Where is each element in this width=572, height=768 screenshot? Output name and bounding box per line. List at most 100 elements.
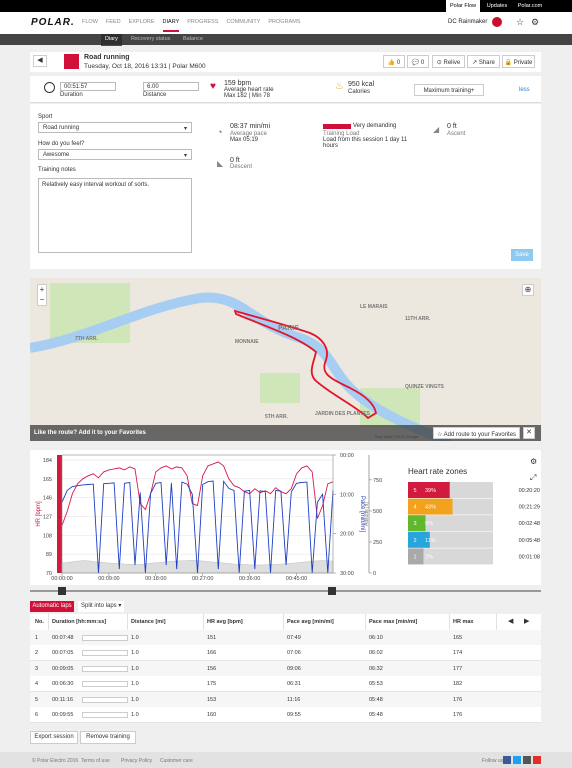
distance-input[interactable]: 6.00 [143,82,199,91]
action-button[interactable]: ⊙ Relive [432,55,465,68]
map[interactable]: PARIS LE MARAIS 11TH ARR. 7TH ARR. MONNAIE 5T… [30,278,541,441]
tab-active[interactable]: Automatic laps [30,601,74,612]
training-benefit-button[interactable]: Maximum training+ [414,84,484,96]
add-route-button[interactable]: ☆ Add route to your Favorites [433,427,520,439]
cell: 153 [207,696,217,703]
lap-tabs: Automatic laps Split into laps ▾ [30,601,541,612]
map-label: 7TH ARR. [75,336,98,342]
nav-item[interactable]: PROGRESS [187,19,219,25]
duration-input[interactable]: 00:51:57 [60,82,116,91]
less-link[interactable]: less [519,87,530,93]
cell: 1.0 [131,696,139,703]
avg-hr-label: Average heart rate [224,87,274,93]
youtube-icon[interactable] [533,756,541,764]
tab[interactable]: Split into laps ▾ [78,601,125,612]
expand-icon[interactable]: ⤢ [529,473,536,482]
avatar[interactable] [492,17,502,27]
button[interactable]: Remove training [80,731,136,744]
x-tick-label: 00:45:00 [286,576,307,582]
load-value: Very demanding [353,123,397,129]
zone-number: 1 [413,554,416,560]
cell: 166 [207,650,217,657]
sport-select[interactable]: Road running ▾ [38,122,192,133]
zone-strip [57,455,62,573]
zone-number: 4 [413,505,416,511]
star-icon[interactable]: ☆ [516,17,525,27]
sub-nav-item[interactable]: Balance [183,36,203,42]
next-button[interactable]: ▶ [524,618,530,625]
zoom-control[interactable]: + − [37,284,47,306]
cell: 00:09:55 [52,712,74,718]
save-button[interactable]: Save [511,249,533,261]
nav-item[interactable]: EXPLORE [128,19,155,25]
instagram-icon[interactable] [523,756,531,764]
logo[interactable]: POLAR. [31,17,75,28]
map-canvas[interactable]: PARIS LE MARAIS 11TH ARR. 7TH ARR. MONNAIE 5T… [30,278,541,441]
feel-select[interactable]: Awesome ▾ [38,149,192,160]
cell: 175 [207,681,217,688]
duration-bar [82,681,128,688]
back-button[interactable]: ◀ [33,55,47,67]
settings-icon[interactable]: ⚙ [531,17,540,27]
nav-item[interactable]: PROGRAMS [268,19,301,25]
close-button[interactable]: ✕ [523,427,535,439]
footer-link[interactable]: Terms of use [81,758,110,764]
y-tick-label: 70 [46,571,52,577]
comment-button[interactable]: 💬 0 [407,55,429,68]
zone-time: 00:05:48 [519,538,540,544]
cell: 156 [207,665,217,672]
add-route-text: Add route to your Favorites [443,431,517,438]
y2-tick-label: 10:00 [340,492,354,498]
zone-number: 5 [413,488,416,494]
top-link[interactable]: Polar.com [517,3,543,9]
plot-frame [61,454,334,574]
map-label: MONNAIE [235,339,259,345]
cell: 160 [207,712,217,718]
settings-icon[interactable]: ⚙ [530,457,537,466]
user-name[interactable]: DC Rainmaker [448,19,488,25]
action-button[interactable]: 🔒 Private [502,55,535,68]
sub-nav-item[interactable]: Recovery status [131,36,171,42]
slider-handle[interactable] [328,587,336,595]
y-tick-label: 184 [43,458,52,464]
top-link[interactable]: Polar Flow [446,0,480,12]
locate-button[interactable]: ⊕ [522,284,534,296]
cell: 182 [453,681,463,688]
zone-number: 3 [413,521,416,527]
descent: 0 ft [230,157,240,164]
footer-link[interactable]: Privacy Policy [121,758,153,764]
favorites-bar: Like the route? Add it to your Favorites… [30,425,541,441]
map-label: QUINZE VINGTS [405,384,445,390]
cell: 6 [35,712,39,718]
button[interactable]: Export session [30,731,78,744]
range-slider[interactable] [30,586,541,596]
nav-item[interactable]: FEED [105,19,121,25]
notes-textarea[interactable]: Relatively easy interval workout of sort… [38,178,192,253]
nav-item[interactable]: DIARY [162,19,180,32]
sub-nav-item[interactable]: Diary [101,34,122,46]
cell: 06:10 [369,635,383,641]
slider-handle[interactable] [58,587,66,595]
like-button[interactable]: 👍 0 [383,55,405,68]
laps-table: No. Duration [hh:mm:ss] Distance [mi] HR av… [30,614,541,723]
nav-item[interactable]: COMMUNITY [226,19,261,25]
footer-link[interactable]: © Polar Electro 2016 [32,758,79,764]
distance: 6.00 [147,84,159,90]
zone-number-box [408,548,422,565]
y3-axis-title: Altitude [ft] [364,502,370,526]
prev-button[interactable]: ◀ [508,618,514,625]
zone-percent: 2% [425,554,433,560]
y2-axis-title: Pace [min/mi] [359,496,365,533]
cell: 1.0 [131,665,139,672]
footer-link[interactable]: Customer care [160,758,193,764]
nav-item[interactable]: FLOW [82,19,98,25]
facebook-icon[interactable] [503,756,511,764]
top-link[interactable]: Updates [486,3,508,9]
zone-number: 2 [413,538,416,544]
zone-bar [422,482,450,498]
action-button[interactable]: ↗ Share [467,55,500,68]
twitter-icon[interactable] [513,756,521,764]
heart-icon: ♥ [210,81,216,92]
cell: 00:09:05 [52,665,74,672]
y3-tick-label: 500 [373,509,382,515]
